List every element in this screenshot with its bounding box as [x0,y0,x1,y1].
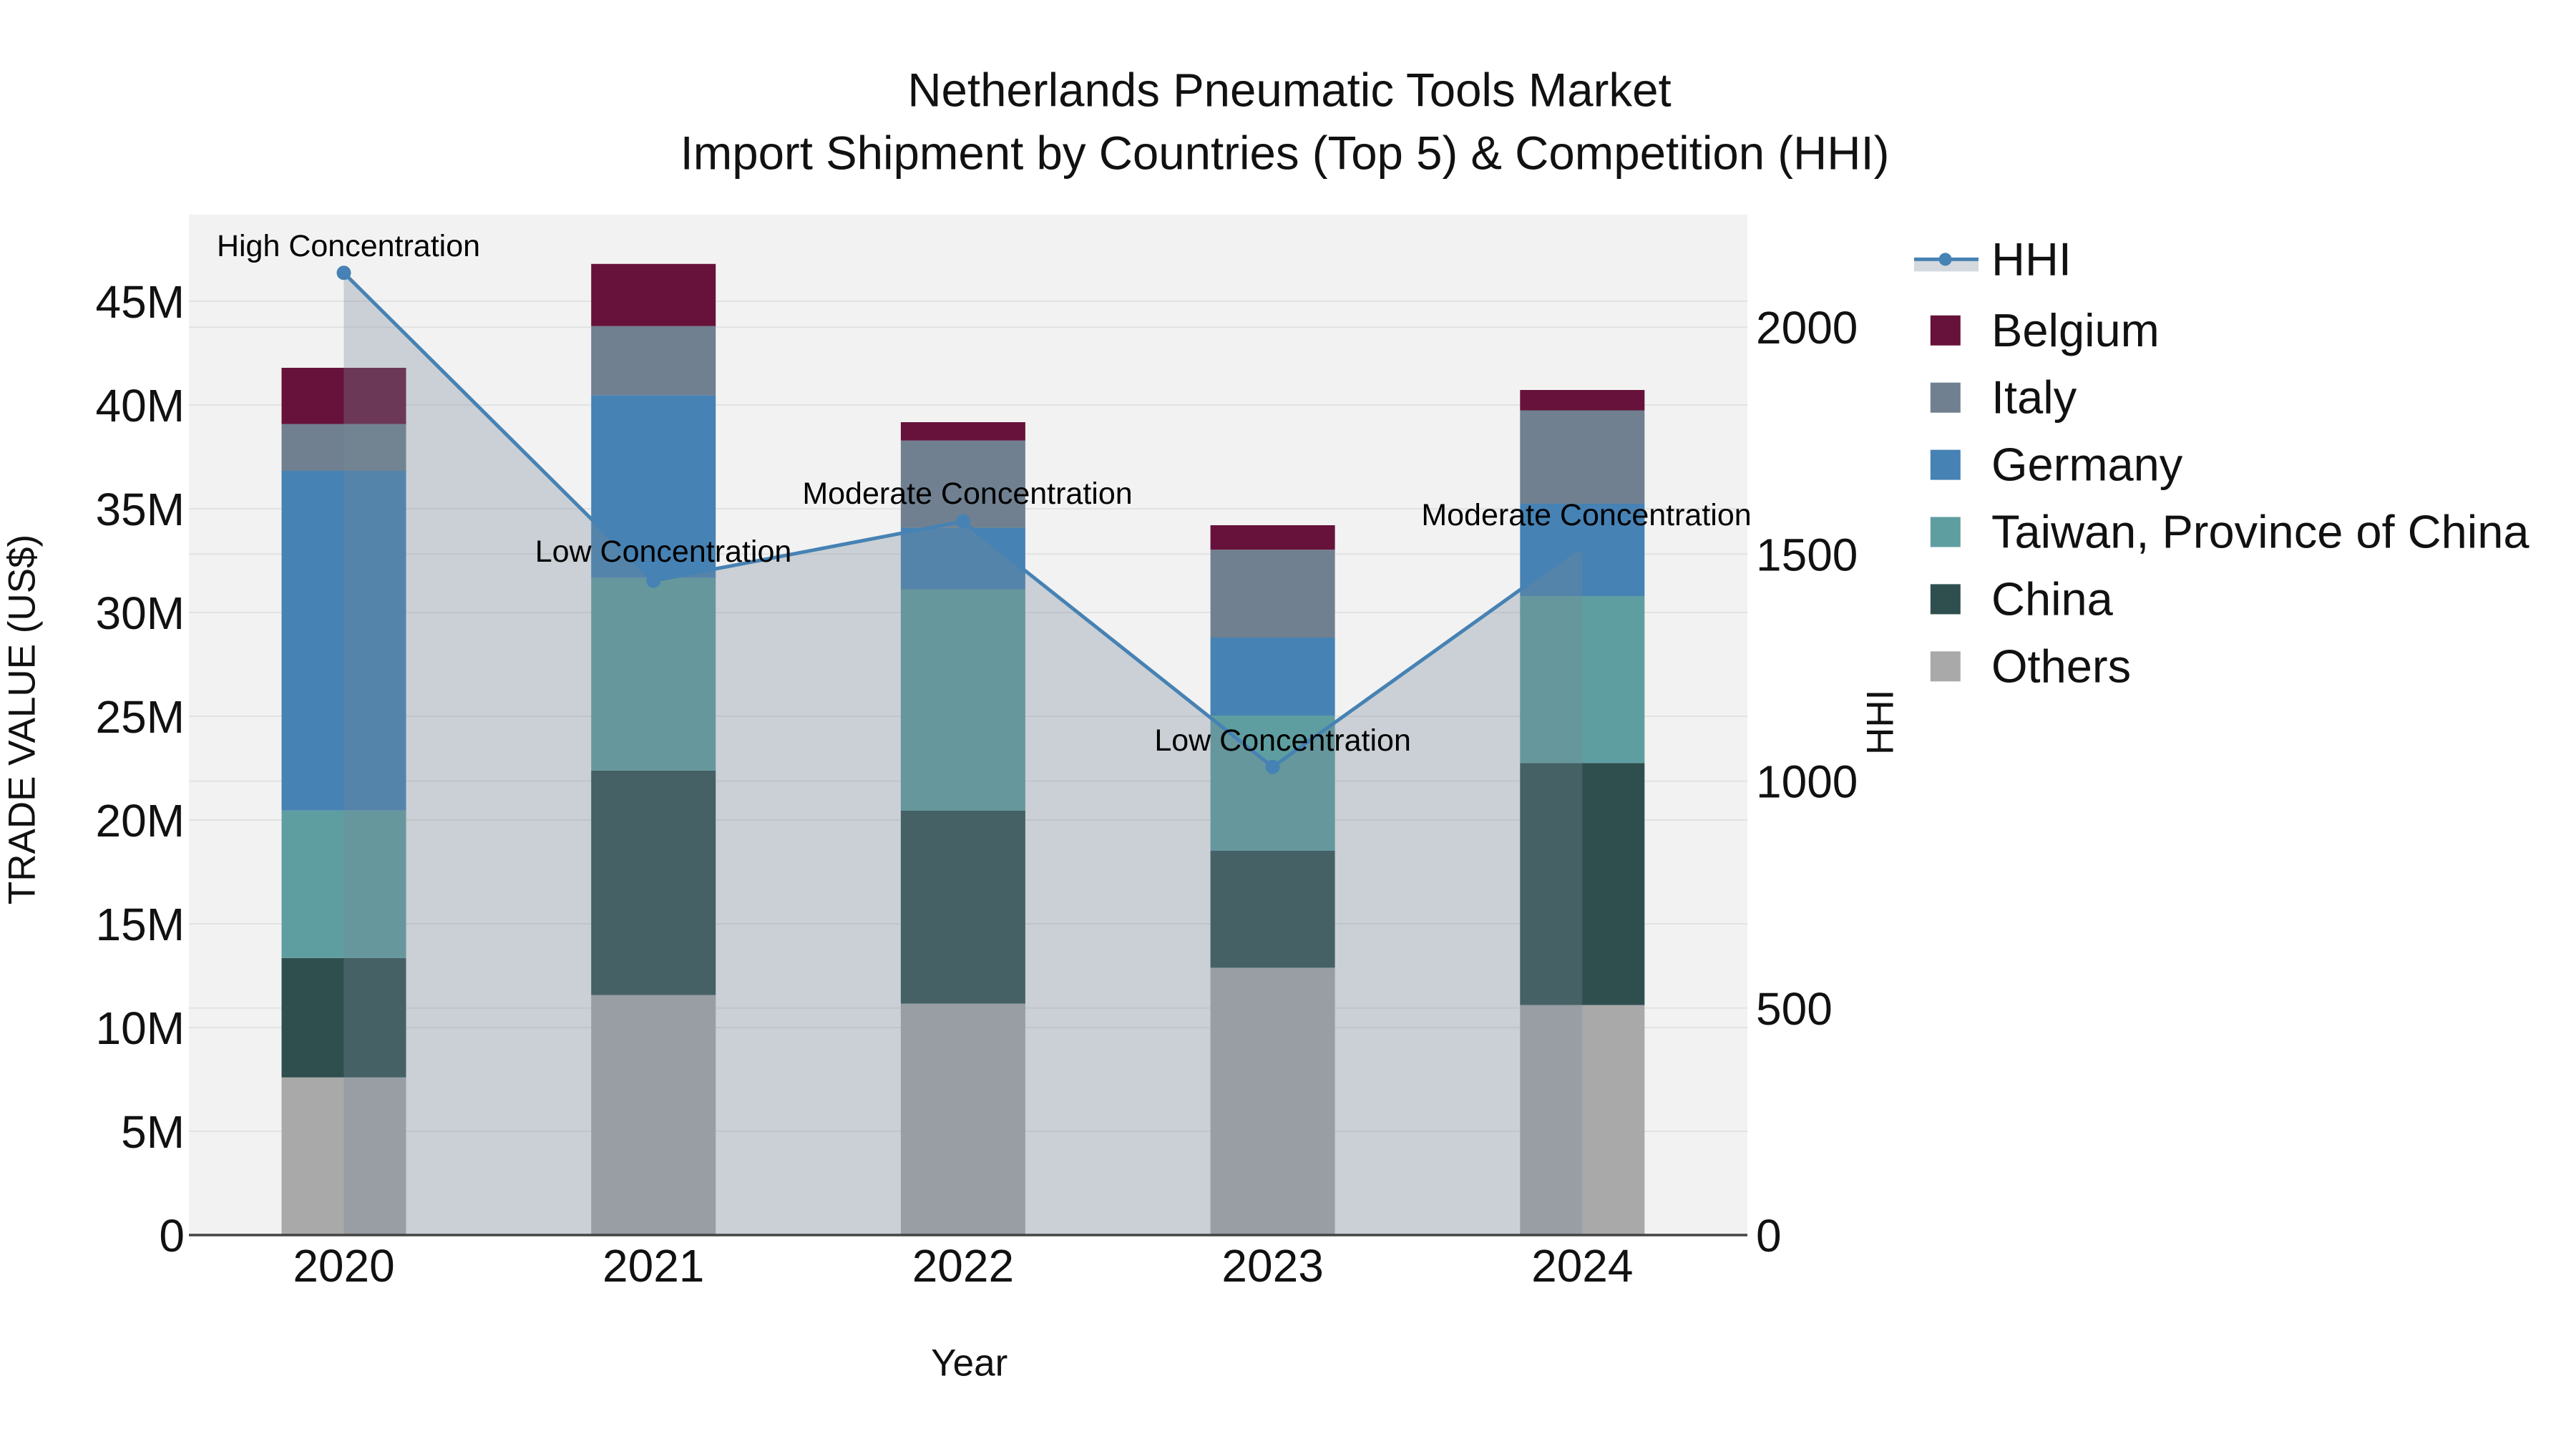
svg-text:Year: Year [931,1342,1008,1385]
svg-text:High Concentration: High Concentration [217,229,480,263]
svg-text:Low Concentration: Low Concentration [535,535,792,569]
svg-text:Moderate Concentration: Moderate Concentration [1421,498,1751,532]
svg-text:China: China [1991,572,2114,625]
svg-text:500: 500 [1756,983,1833,1035]
svg-text:2020: 2020 [293,1240,394,1292]
svg-text:0: 0 [1756,1210,1782,1262]
svg-text:30M: 30M [96,587,185,639]
svg-text:HHI: HHI [1991,233,2072,285]
svg-text:2023: 2023 [1221,1240,1323,1292]
svg-text:Moderate Concentration: Moderate Concentration [802,477,1132,511]
svg-text:Netherlands Pneumatic Tools Ma: Netherlands Pneumatic Tools Market [907,64,1671,116]
svg-text:15M: 15M [96,899,185,950]
svg-text:TRADE VALUE (US$): TRADE VALUE (US$) [1,535,44,904]
svg-text:1000: 1000 [1756,756,1858,808]
svg-text:45M: 45M [96,276,185,328]
svg-text:1500: 1500 [1756,529,1858,580]
svg-text:Import Shipment by Countries (: Import Shipment by Countries (Top 5) & C… [680,127,1890,179]
svg-text:HHI: HHI [1860,690,1902,755]
svg-text:2000: 2000 [1756,302,1858,353]
svg-text:Italy: Italy [1991,371,2077,424]
svg-text:2021: 2021 [602,1240,704,1292]
svg-text:Germany: Germany [1991,439,2183,491]
svg-text:0: 0 [159,1210,185,1262]
svg-text:20M: 20M [96,795,185,847]
svg-text:Belgium: Belgium [1991,304,2160,356]
svg-text:Taiwan, Province of China: Taiwan, Province of China [1991,506,2529,558]
svg-text:Low Concentration: Low Concentration [1154,723,1411,758]
svg-text:35M: 35M [96,484,185,535]
svg-text:40M: 40M [96,380,185,431]
svg-text:10M: 10M [96,1002,185,1054]
svg-text:2024: 2024 [1531,1240,1633,1292]
svg-text:25M: 25M [96,691,185,743]
svg-text:2022: 2022 [912,1240,1014,1292]
svg-text:5M: 5M [121,1106,185,1158]
svg-text:Others: Others [1991,640,2131,692]
